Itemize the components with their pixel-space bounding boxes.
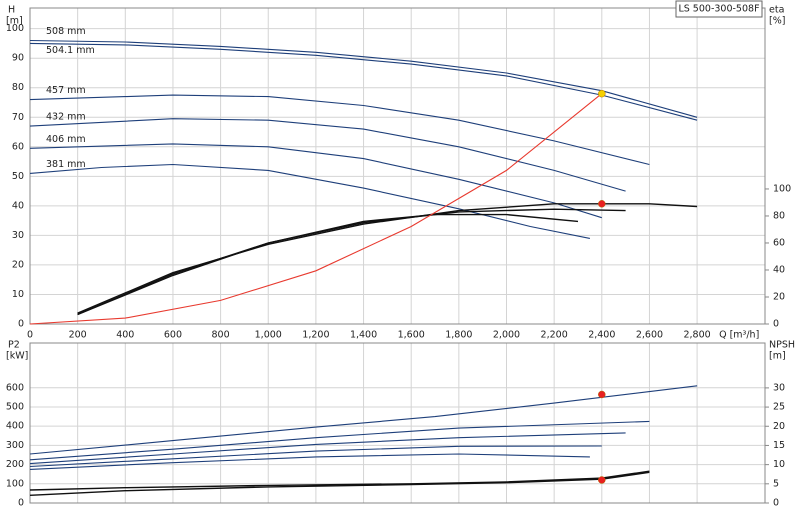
title-box — [675, 0, 763, 18]
curve — [29, 385, 698, 455]
y2-tick-label: 0 — [773, 498, 779, 509]
x-tick-label: 2,600 — [636, 330, 663, 341]
y-tick-label: 200 — [6, 459, 24, 470]
y2-tick-label: 40 — [773, 264, 785, 275]
curve — [29, 453, 590, 470]
y-tick-label: 60 — [12, 141, 24, 152]
curve — [29, 42, 698, 121]
x-tick-label: 0 — [27, 330, 33, 341]
y2-tick-label: 20 — [773, 421, 785, 432]
x-tick-label: 800 — [212, 330, 230, 341]
y-tick-label: 500 — [6, 401, 24, 412]
operating-point — [598, 89, 606, 98]
y-tick-label: 300 — [6, 440, 24, 451]
y-tick-label: 50 — [12, 171, 24, 182]
chart-title: LS 500-300-508F — [678, 4, 759, 15]
x-tick-label: 1,800 — [445, 330, 472, 341]
curve-label: 432 mm — [46, 112, 86, 123]
y-tick-label: 40 — [12, 200, 24, 211]
curve-label: 457 mm — [46, 85, 86, 96]
x-tick-label: 200 — [69, 330, 87, 341]
y-tick-label: 30 — [12, 230, 24, 241]
y-axis-unit: [m] — [6, 16, 23, 27]
x-tick-label: 1,400 — [350, 330, 377, 341]
curve-label: 381 mm — [46, 159, 86, 170]
plot-frame — [29, 7, 766, 325]
y2-axis-unit: [%] — [769, 16, 785, 27]
y2-tick-label: 15 — [773, 440, 785, 451]
curve — [29, 420, 650, 461]
curve — [29, 94, 650, 166]
y-tick-label: 10 — [12, 289, 24, 300]
x-tick-label: 1,200 — [302, 330, 329, 341]
plot-frame — [29, 342, 766, 504]
curve-label: 406 mm — [46, 134, 86, 145]
curve — [29, 118, 626, 192]
plot-area — [30, 343, 765, 503]
y2-axis-label: eta — [769, 5, 784, 16]
curve — [29, 432, 626, 465]
y2-tick-label: 25 — [773, 402, 785, 413]
y2-axis-unit: [m] — [769, 351, 786, 362]
x-tick-label: 600 — [164, 330, 182, 341]
y2-tick-label: 0 — [773, 319, 779, 330]
y-axis-label: P2 — [8, 340, 20, 351]
y-tick-label: 600 — [6, 382, 24, 393]
y2-tick-label: 30 — [773, 382, 785, 393]
x-tick-label: 400 — [116, 330, 134, 341]
x-tick-label: 1,000 — [255, 330, 282, 341]
y2-tick-label: 20 — [773, 291, 785, 302]
curve — [29, 39, 698, 118]
y2-axis-label: NPSH — [769, 340, 795, 351]
y-tick-label: 90 — [12, 53, 24, 64]
y-tick-label: 100 — [6, 478, 24, 489]
curve — [77, 213, 579, 316]
curve — [29, 445, 602, 468]
y-tick-label: 70 — [12, 112, 24, 123]
y-tick-label: 400 — [6, 421, 24, 432]
operating-point — [598, 476, 606, 484]
x-tick-label: 2,400 — [588, 330, 615, 341]
x-tick-label: 1,600 — [398, 330, 425, 341]
operating-point — [598, 200, 606, 208]
y2-tick-label: 100 — [773, 183, 791, 194]
y-axis-unit: [kW] — [6, 351, 28, 362]
y-tick-label: 80 — [12, 82, 24, 93]
x-tick-label: 2,200 — [541, 330, 568, 341]
x-tick-label: 2,800 — [683, 330, 710, 341]
y-tick-label: 20 — [12, 259, 24, 270]
y2-tick-label: 10 — [773, 459, 785, 470]
y-tick-label: 100 — [6, 23, 24, 34]
curve — [29, 143, 602, 219]
y-tick-label: 0 — [18, 498, 24, 509]
x-axis-label: Q [m³/h] — [719, 330, 759, 341]
y2-tick-label: 80 — [773, 210, 785, 221]
y2-tick-label: 60 — [773, 237, 785, 248]
y-axis-label: H — [8, 5, 15, 16]
curve — [29, 163, 591, 239]
y-tick-label: 0 — [18, 319, 24, 330]
x-tick-label: 2,000 — [493, 330, 520, 341]
y2-tick-label: 5 — [773, 478, 779, 489]
curve-label: 504.1 mm — [46, 45, 95, 56]
curve-label: 508 mm — [46, 26, 86, 37]
curve — [29, 93, 603, 325]
curve — [77, 208, 626, 316]
operating-point — [598, 390, 606, 399]
